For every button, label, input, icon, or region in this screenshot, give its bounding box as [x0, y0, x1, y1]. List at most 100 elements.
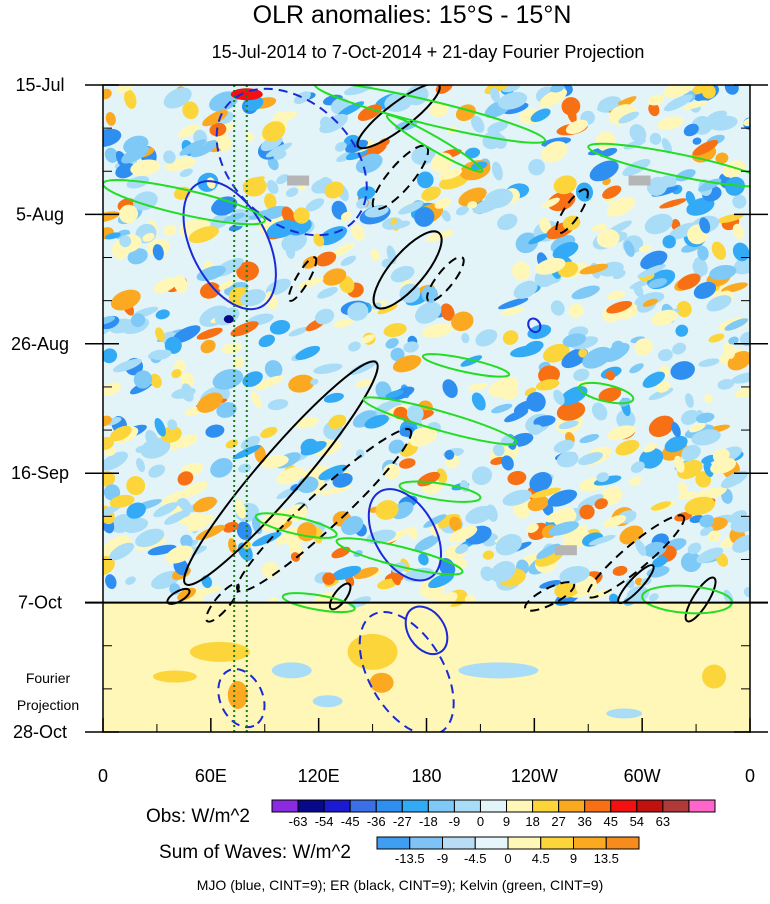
heatmap-cell	[715, 152, 729, 164]
heatmap-cell	[391, 220, 411, 229]
heatmap-cell	[155, 327, 165, 342]
heatmap-cell	[684, 496, 716, 516]
heatmap-cell	[272, 111, 298, 122]
mjo-contour	[367, 488, 443, 582]
heatmap-cell	[104, 232, 121, 240]
heatmap-cell	[334, 141, 347, 152]
heatmap-cell	[145, 430, 159, 448]
colorbar-tick-label: -18	[419, 814, 438, 829]
heatmap-cell	[355, 449, 365, 459]
heatmap-cell	[171, 369, 182, 379]
heatmap-cell	[674, 455, 685, 473]
heatmap-cell	[562, 333, 586, 348]
heatmap-cell	[492, 161, 503, 181]
heatmap-cell	[209, 91, 239, 112]
heatmap-cell	[242, 176, 265, 187]
heatmap-cell	[623, 240, 635, 257]
missing-data-box	[287, 175, 310, 186]
heatmap-cell	[556, 451, 579, 468]
colorbar-swatch	[442, 836, 476, 850]
heatmap-cell	[293, 207, 310, 224]
mjo-contour	[404, 605, 449, 656]
heatmap-cell	[419, 587, 441, 597]
heatmap-cell	[728, 336, 739, 345]
heatmap-cell	[471, 466, 493, 486]
heatmap-cell	[315, 251, 337, 267]
heatmap-cell	[182, 481, 208, 498]
heatmap-cell	[618, 111, 640, 124]
x-tick-label: 120E	[298, 766, 340, 786]
mjo-contour	[358, 611, 455, 732]
heatmap-cell	[685, 191, 696, 207]
heatmap-cell	[530, 487, 561, 499]
heatmap-cell	[103, 415, 112, 427]
heatmap-cell	[676, 300, 692, 318]
heatmap-cell	[448, 525, 478, 543]
heatmap-cell	[743, 586, 750, 598]
heatmap-cell	[250, 391, 262, 409]
heatmap-cell	[317, 286, 338, 299]
heatmap-cell	[730, 517, 750, 533]
heatmap-cell	[104, 147, 119, 163]
heatmap-cell	[611, 340, 625, 352]
colorbar-tick-label: 36	[577, 814, 591, 829]
heatmap-cell	[709, 264, 737, 281]
heatmap-cell	[497, 213, 518, 231]
heatmap-cell	[112, 358, 142, 373]
heatmap-cell	[534, 258, 566, 275]
heatmap-cell	[528, 233, 549, 245]
heatmap-cell	[648, 102, 660, 117]
heatmap-cell	[258, 334, 275, 348]
heatmap-cell	[612, 565, 628, 576]
colorbar-tick-label: 54	[630, 814, 644, 829]
heatmap-cell	[109, 542, 135, 561]
heatmap-cell	[115, 162, 136, 179]
heatmap-cell	[398, 201, 424, 215]
heatmap-cell	[347, 633, 398, 670]
heatmap-cell	[637, 264, 666, 278]
heatmap-cell	[173, 275, 188, 294]
heatmap-cell	[480, 566, 495, 581]
x-tick-label: 60E	[195, 766, 227, 786]
heatmap-cell	[254, 375, 284, 390]
heatmap-cell	[438, 168, 463, 180]
heatmap-cell	[390, 347, 405, 362]
heatmap-cell	[550, 300, 565, 316]
heatmap-cell	[293, 91, 311, 105]
heatmap-cell	[643, 442, 658, 453]
heatmap-cell	[116, 85, 137, 94]
heatmap-cell	[578, 452, 603, 466]
heatmap-cell	[675, 324, 689, 337]
heatmap-cell	[441, 210, 451, 222]
heatmap-cell	[556, 401, 586, 421]
heatmap-cell	[573, 368, 590, 382]
heatmap-cell	[409, 427, 438, 447]
heatmap-cell	[501, 85, 521, 93]
heatmap-cell	[670, 361, 695, 380]
heatmap-cell	[118, 204, 139, 224]
heatmap-cell	[662, 235, 676, 249]
heatmap-cell	[455, 206, 469, 216]
heatmap-cell	[411, 145, 436, 165]
heatmap-cell	[596, 229, 620, 248]
heatmap-cell	[370, 249, 380, 261]
heatmap-cell	[222, 521, 239, 533]
heatmap-cell	[571, 285, 600, 300]
heatmap-cell	[721, 282, 748, 293]
heatmap-cell	[732, 194, 747, 209]
heatmap-cell	[602, 185, 622, 199]
heatmap-cell	[668, 222, 698, 240]
heatmap-cell	[513, 500, 531, 519]
heatmap-cell	[357, 104, 382, 121]
heatmap-cell	[647, 94, 665, 106]
heatmap-cell	[265, 278, 291, 296]
heatmap-cell	[451, 311, 474, 332]
heatmap-cell	[418, 553, 429, 566]
heatmap-cell	[608, 593, 619, 604]
heatmap-cell	[630, 461, 645, 473]
heatmap-cell	[458, 187, 487, 207]
heatmap-cell	[163, 150, 176, 164]
heatmap-cell	[582, 346, 612, 369]
heatmap-cell	[130, 159, 161, 176]
heatmap-cell	[315, 308, 335, 325]
